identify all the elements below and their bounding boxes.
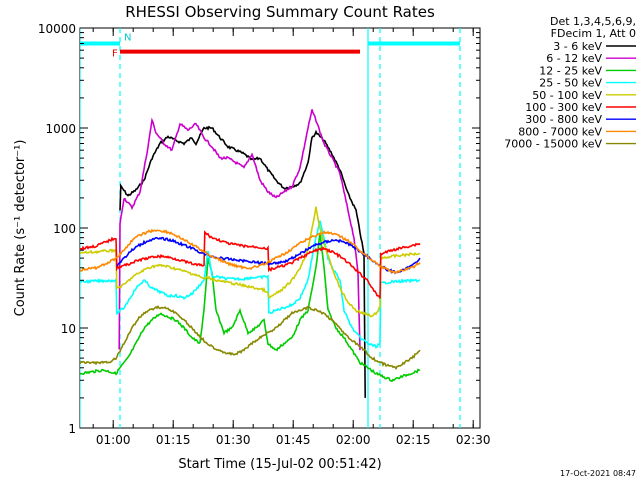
y-tick-label-4: 10000 xyxy=(38,22,76,36)
x-tick-label-5: 02:15 xyxy=(396,433,431,447)
legend-label-8: 7000 - 15000 keV xyxy=(504,138,602,151)
y-tick-label-0: 1 xyxy=(68,422,76,436)
series-line-100to300kev xyxy=(80,230,421,299)
x-tick-label-4: 02:00 xyxy=(336,433,371,447)
series-line-3to6kev xyxy=(119,125,366,398)
legend-label-7: 800 - 7000 keV xyxy=(518,125,602,138)
series-line-300to800kev xyxy=(116,236,421,275)
y-axis-ticks: 1 10 100 1000 10000 xyxy=(38,22,480,436)
flag-label-F: F xyxy=(112,49,118,60)
x-tick-label-1: 01:15 xyxy=(156,433,191,447)
x-axis-ticks: 01:00 01:15 01:30 01:45 02:00 02:15 02:30 xyxy=(92,28,491,447)
series-line-7000to15000kev xyxy=(80,305,421,371)
flag-label-N: N xyxy=(124,32,131,43)
series-line-6to12kev xyxy=(118,109,361,351)
series-line-12to25kev xyxy=(80,232,421,383)
x-tick-label-6: 02:30 xyxy=(456,433,491,447)
series-line-50to100kev xyxy=(80,206,421,318)
y-tick-label-3: 1000 xyxy=(45,122,76,136)
y-axis-label: Count Rate (s⁻¹ detector⁻¹) xyxy=(13,140,28,317)
x-tick-label-2: 01:30 xyxy=(216,433,251,447)
flag-segments: FN xyxy=(80,32,460,60)
x-axis-label: Start Time (15-Jul-02 00:51:42) xyxy=(178,457,381,472)
legend-label-1: 6 - 12 keV xyxy=(546,52,602,65)
legend-label-6: 300 - 800 keV xyxy=(525,113,602,126)
legend-header-line-1: Det 1,3,4,5,6,9, xyxy=(550,15,636,28)
legend-label-4: 50 - 100 keV xyxy=(532,89,602,102)
y-tick-label-2: 100 xyxy=(53,222,76,236)
vertical-markers xyxy=(80,28,461,428)
legend-label-5: 100 - 300 keV xyxy=(525,101,602,114)
x-tick-label-0: 01:00 xyxy=(96,433,131,447)
x-tick-label-3: 01:45 xyxy=(276,433,311,447)
plot-frame xyxy=(79,27,481,429)
series-group xyxy=(80,109,421,398)
legend-label-2: 12 - 25 keV xyxy=(539,64,602,77)
series-line-800to7000kev xyxy=(80,228,421,274)
legend-label-3: 25 - 50 keV xyxy=(539,77,602,90)
y-tick-label-1: 10 xyxy=(61,322,76,336)
legend: Det 1,3,4,5,6,9, FDecim 1, Att 0 3 - 6 k… xyxy=(504,15,636,151)
legend-header-line-2: FDecim 1, Att 0 xyxy=(551,27,636,40)
chart-title: RHESSI Observing Summary Count Rates xyxy=(125,3,435,21)
legend-label-0: 3 - 6 keV xyxy=(553,40,602,53)
footer-timestamp: 17-Oct-2021 08:47 xyxy=(560,469,636,478)
series-line-25to50kev xyxy=(80,220,421,349)
